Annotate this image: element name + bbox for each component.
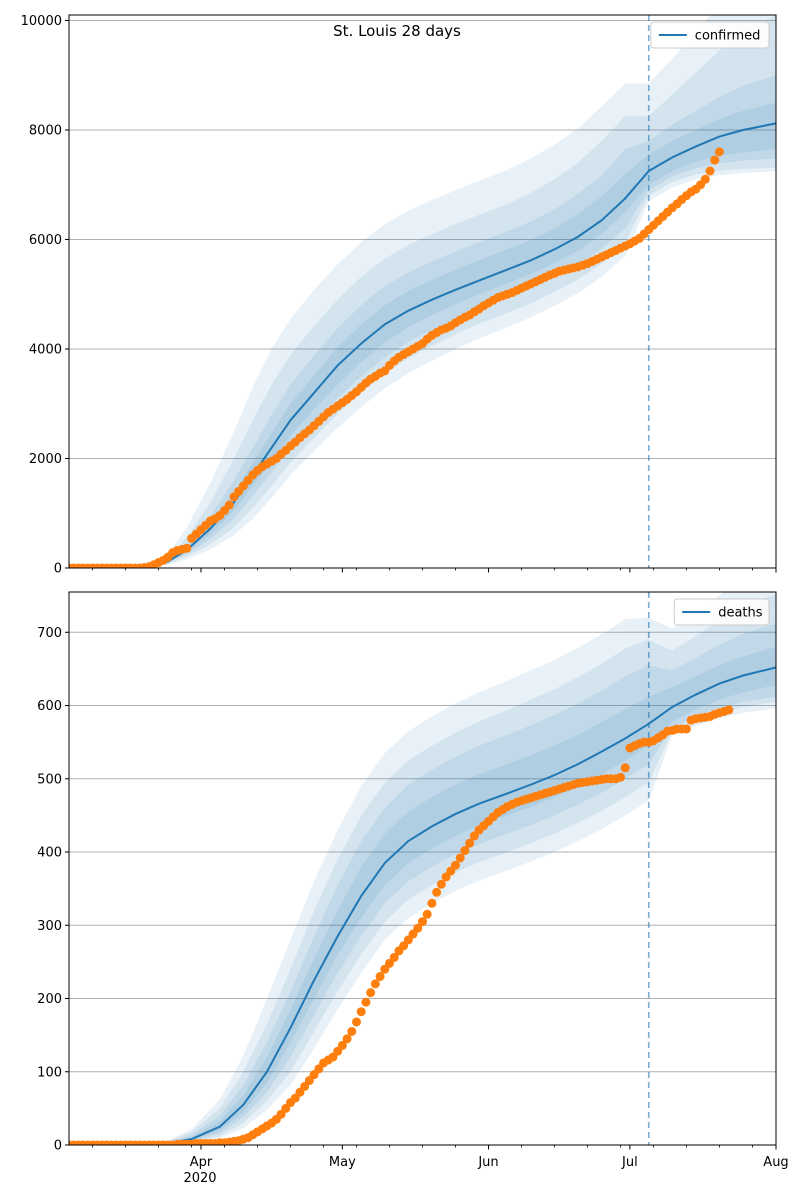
confirmed-panel: St. Louis 28 days 0 2000 4000 6000 8000 10000… [21,14,777,577]
chart-title: St. Louis 28 days [333,22,461,40]
uncertainty-band-95 [69,594,776,1145]
legend: deaths [673,598,770,626]
model-median-line [69,666,776,1145]
legend: confirmed [650,21,770,49]
uncertainty-band-50 [69,646,776,1145]
legend-box [673,598,770,626]
y-tick-label: 200 [37,992,62,1007]
legend-box [650,21,770,49]
observed-point [413,923,423,933]
observed-point [422,909,432,919]
observed-point [700,174,710,184]
plot-area [69,592,776,1145]
x-tick-label: Jun [477,1155,498,1170]
y-tick-label: 8000 [29,123,62,138]
uncertainty-band-80 [69,75,776,568]
observed-point [418,917,427,927]
observed-point [705,166,715,176]
observed-point [361,997,371,1007]
x-tick-label: Aug [763,1155,788,1170]
deaths-panel: 0 100 200 300 400 500 600 700 Apr May Jun Jul Aug dea… [37,591,789,1170]
observed-point [460,846,470,856]
x-year-label: 2020 [183,1171,216,1186]
legend-label: deaths [718,606,763,621]
observed-point [427,898,437,908]
uncertainty-band-99 [69,15,776,568]
observed-point [352,1017,362,1027]
observed-point [375,972,385,982]
x-tick-label: Apr [190,1155,213,1170]
legend-label: confirmed [695,29,761,44]
observed-point [450,860,460,870]
observed-point [620,763,630,773]
x-tick-label: May [329,1155,356,1170]
observed-point [432,887,442,897]
observed-point [347,1026,357,1036]
y-tick-label: 0 [54,562,62,577]
observed-point [182,543,192,553]
observed-point [224,500,234,510]
x-tick-label: Jul [621,1155,638,1170]
observed-point [342,1034,352,1044]
y-tick-label: 300 [37,919,62,934]
observed-point [615,772,625,782]
y-tick-label: 600 [37,699,62,714]
observed-point [714,147,724,157]
y-tick-label: 500 [37,772,62,787]
observed-point [389,952,399,962]
observed-point [366,988,376,998]
observed-point [356,1007,366,1017]
observed-point [436,879,446,889]
observed-point [455,853,465,863]
plot-area [69,15,776,568]
observed-point [370,979,380,989]
y-tick-label: 100 [37,1065,62,1080]
uncertainty-band-95 [69,15,776,568]
observed-point [710,155,720,165]
y-tick-label: 2000 [29,452,62,467]
observed-point [681,724,691,734]
uncertainty-band-99 [69,592,776,1145]
y-tick-label: 0 [54,1139,62,1154]
observed-point [465,838,475,848]
uncertainty-band-50 [69,102,776,568]
y-tick-label: 400 [37,846,62,861]
y-tick-label: 6000 [29,233,62,248]
y-tick-label: 10000 [21,14,62,29]
observed-point [337,1040,347,1050]
y-tick-label: 700 [37,626,62,641]
y-tick-label: 4000 [29,342,62,357]
observed-point [724,705,734,715]
